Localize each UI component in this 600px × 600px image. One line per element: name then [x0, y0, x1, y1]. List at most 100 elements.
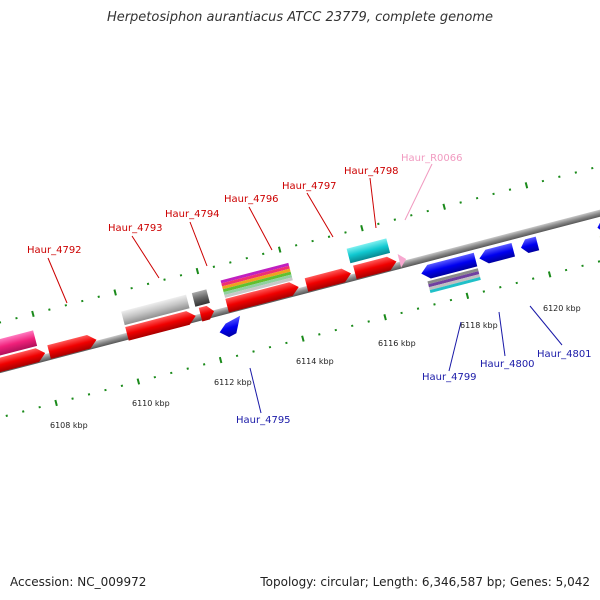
- leader-haur4799: [448, 321, 462, 372]
- tick-mark: [229, 261, 232, 264]
- rna-gene-haur-r0066[interactable]: [397, 252, 408, 268]
- reverse-gene-haur4800[interactable]: [478, 242, 516, 265]
- leader-haur4801: [529, 305, 563, 346]
- tick-mark: [558, 175, 561, 178]
- tick-mark: [547, 271, 552, 278]
- tick-mark: [218, 356, 223, 364]
- tick-mark: [235, 354, 239, 358]
- tick-mark: [442, 203, 446, 210]
- label-haur-r0066[interactable]: Haur_R0066: [401, 153, 463, 164]
- tick-label-6112: 6112 kbp: [214, 378, 252, 387]
- tick-mark: [383, 314, 387, 321]
- tick-mark: [515, 281, 518, 285]
- tick-mark: [301, 335, 305, 342]
- forward-gene-haur4793[interactable]: [125, 309, 197, 341]
- tick-mark: [377, 222, 380, 226]
- reverse-gene-haur4799[interactable]: [420, 252, 478, 281]
- tick-mark: [393, 218, 397, 221]
- tick-mark: [465, 292, 470, 299]
- label-haur4792[interactable]: Haur_4792: [27, 245, 82, 256]
- reverse-gene-haur4795[interactable]: [217, 315, 245, 339]
- label-haur4796[interactable]: Haur_4796: [224, 194, 279, 205]
- leader-haur4794: [189, 221, 208, 267]
- tick-mark: [499, 285, 502, 289]
- forward-gene-haur4797[interactable]: [304, 267, 353, 292]
- label-haur4799[interactable]: Haur_4799: [422, 372, 477, 383]
- forward-gene-red-b[interactable]: [353, 255, 398, 280]
- forward-gene-haur4796[interactable]: [225, 280, 300, 313]
- forward-gene-dark[interactable]: [191, 289, 210, 307]
- tick-mark: [81, 299, 84, 303]
- tick-mark: [574, 171, 578, 174]
- tick-mark: [64, 304, 68, 307]
- tick-label-6120: 6120 kbp: [543, 304, 581, 313]
- tick-mark: [327, 235, 331, 238]
- tick-mark: [153, 375, 157, 379]
- tick-mark: [591, 166, 594, 170]
- tick-label-6110: 6110 kbp: [132, 399, 170, 408]
- leader-haur4793: [131, 235, 160, 279]
- tick-mark: [71, 397, 74, 400]
- label-haur4798[interactable]: Haur_4798: [344, 166, 399, 177]
- reverse-gene-haur4801[interactable]: [519, 236, 540, 255]
- forward-gene-grey[interactable]: [121, 294, 190, 326]
- reverse-gene-stack[interactable]: [427, 268, 481, 293]
- tick-label-6116: 6116 kbp: [378, 339, 416, 348]
- topology-text: Topology: circular; Length: 6,346,587 bp…: [260, 575, 590, 589]
- label-haur4801[interactable]: Haur_4801: [537, 349, 592, 360]
- tick-mark: [531, 277, 535, 280]
- tick-mark: [318, 333, 321, 336]
- leader-haur4795: [249, 367, 262, 414]
- label-haur4795[interactable]: Haur_4795: [236, 415, 291, 426]
- tick-mark: [524, 182, 529, 189]
- tick-mark: [449, 298, 453, 302]
- tick-mark: [212, 265, 216, 268]
- tick-mark: [294, 244, 298, 247]
- tick-mark: [136, 378, 141, 385]
- forward-gene-haur4794[interactable]: [198, 304, 216, 322]
- label-haur4794[interactable]: Haur_4794: [165, 209, 220, 220]
- forward-gene-haur4798[interactable]: [346, 238, 391, 264]
- tick-mark: [475, 196, 479, 200]
- tick-mark: [195, 267, 200, 275]
- leader-haur4796: [248, 206, 273, 251]
- tick-mark: [426, 209, 429, 213]
- forward-gene-haur4792[interactable]: [47, 333, 98, 359]
- tick-mark: [311, 239, 314, 243]
- tick-mark: [179, 274, 183, 277]
- upper-tick-row: [0, 166, 594, 324]
- forward-gene-stack[interactable]: [220, 262, 293, 298]
- tick-mark: [492, 192, 495, 196]
- tick-mark: [113, 289, 117, 296]
- tick-mark: [15, 316, 18, 320]
- tick-mark: [268, 345, 272, 349]
- accession-text: Accession: NC_009972: [10, 575, 147, 589]
- tick-mark: [202, 363, 206, 366]
- tick-mark: [97, 295, 100, 298]
- label-haur4797[interactable]: Haur_4797: [282, 181, 337, 192]
- label-haur4800[interactable]: Haur_4800: [480, 359, 535, 370]
- tick-mark: [21, 410, 25, 413]
- tick-mark: [400, 311, 403, 315]
- tick-mark: [351, 324, 354, 328]
- forward-gene-pink[interactable]: [0, 330, 38, 365]
- lower-tick-row: [5, 260, 600, 417]
- tick-label-6114: 6114 kbp: [296, 357, 334, 366]
- map-title: Herpetosiphon aurantiacus ATCC 23779, co…: [106, 10, 494, 25]
- tick-mark: [163, 278, 166, 281]
- tick-mark: [433, 303, 436, 306]
- tick-mark: [130, 286, 133, 290]
- tick-mark: [120, 384, 124, 387]
- tick-mark: [48, 308, 51, 311]
- tick-mark: [482, 290, 486, 293]
- tick-mark: [54, 399, 58, 407]
- label-haur4793[interactable]: Haur_4793: [108, 223, 163, 234]
- tick-label-6108: 6108 kbp: [50, 421, 88, 430]
- tick-mark: [541, 179, 545, 183]
- tick-mark: [252, 350, 255, 353]
- tick-mark: [5, 414, 8, 417]
- forward-gene-red[interactable]: [0, 346, 47, 380]
- tick-mark: [334, 328, 337, 332]
- leader-haur4792: [47, 257, 68, 304]
